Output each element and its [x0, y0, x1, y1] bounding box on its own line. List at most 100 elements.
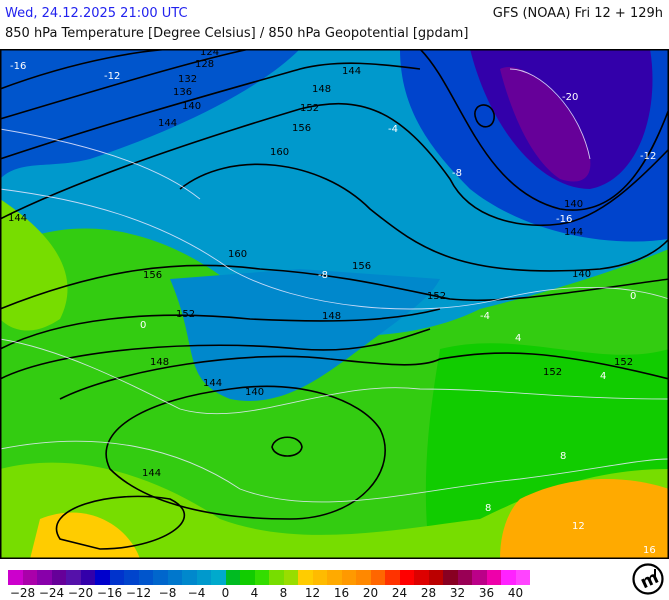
contour-label: 144: [8, 213, 27, 224]
isotherm-label: 0: [630, 291, 636, 302]
contour-label: 144: [342, 66, 361, 77]
color-scale-label: −20: [67, 586, 94, 600]
color-swatch: [153, 570, 168, 585]
contour-label: 160: [270, 147, 289, 158]
color-scale-label: 40: [507, 586, 524, 600]
color-scale-label: −16: [96, 586, 123, 600]
geopotential-contours: [0, 49, 669, 550]
color-swatch: [8, 570, 23, 585]
color-swatch: [356, 570, 371, 585]
color-scale-label: −28: [9, 586, 36, 600]
contour-label: 124: [200, 49, 219, 58]
color-scale-labels: −28 −24 −20 −16 −12 −8 −4 0 4 8 12 16 20 24 28 32 36 40: [0, 586, 669, 600]
color-swatch: [385, 570, 400, 585]
color-scale-label: 32: [449, 586, 466, 600]
color-swatch: [138, 570, 153, 585]
contour-label: 152: [176, 309, 195, 320]
color-swatch: [341, 570, 356, 585]
color-scale-label: 12: [304, 586, 321, 600]
isotherm-label: -12: [640, 151, 656, 162]
color-scale-label: 20: [362, 586, 379, 600]
color-swatch: [254, 570, 269, 585]
color-swatch: [182, 570, 197, 585]
color-scale-label: 36: [478, 586, 495, 600]
isotherm-label: -12: [104, 71, 120, 82]
temperature-isolines: [0, 68, 669, 503]
color-swatch: [167, 570, 182, 585]
isotherm-label: 8: [560, 451, 566, 462]
contour-label: 144: [564, 227, 583, 238]
contour-label: 152: [614, 357, 633, 368]
color-swatch: [196, 570, 211, 585]
color-swatch: [37, 570, 52, 585]
color-scale: [8, 570, 530, 585]
color-swatch: [298, 570, 313, 585]
contour-label: 144: [142, 468, 161, 479]
isotherm-label: 12: [572, 521, 585, 532]
isotherm-label: -4: [480, 311, 490, 322]
contour-label: 148: [150, 357, 169, 368]
color-swatch: [327, 570, 342, 585]
color-swatch: [124, 570, 139, 585]
weather-map[interactable]: 124 128 132 136 140 144 148 152 156 160 …: [0, 49, 669, 559]
contour-label: 156: [143, 270, 162, 281]
color-swatch: [515, 570, 530, 585]
contour-label: 140: [572, 269, 591, 280]
color-scale-label: −4: [187, 586, 206, 600]
color-swatch: [428, 570, 443, 585]
color-swatch: [109, 570, 124, 585]
isotherm-label: -16: [556, 214, 572, 225]
color-scale-label: −8: [158, 586, 177, 600]
contour-label: 140: [564, 199, 583, 210]
color-swatch: [501, 570, 516, 585]
isotherm-label: 4: [600, 371, 606, 382]
color-swatch: [472, 570, 487, 585]
isotherm-label: 0: [140, 320, 146, 331]
color-swatch: [269, 570, 284, 585]
isotherm-label: -16: [10, 61, 26, 72]
color-swatch: [66, 570, 81, 585]
color-swatch: [80, 570, 95, 585]
color-swatch: [443, 570, 458, 585]
meteociel-logo: m: [632, 563, 664, 595]
contour-label: 144: [158, 118, 177, 129]
color-swatch: [22, 570, 37, 585]
isotherm-label: -20: [562, 92, 578, 103]
color-scale-label: 24: [391, 586, 408, 600]
color-swatch: [457, 570, 472, 585]
parameter-title: 850 hPa Temperature [Degree Celsius] / 8…: [5, 26, 469, 41]
color-scale-label: 4: [250, 586, 259, 600]
color-swatch: [51, 570, 66, 585]
contour-label: 128: [195, 59, 214, 70]
model-run: GFS (NOAA) Fri 12 + 129h: [492, 6, 663, 21]
color-scale-label: −12: [125, 586, 152, 600]
isotherm-label: 16: [643, 545, 656, 556]
map-frame: [0, 49, 669, 559]
color-scale-label: 8: [279, 586, 288, 600]
color-swatch: [240, 570, 255, 585]
color-swatch: [370, 570, 385, 585]
contour-label: 132: [178, 74, 197, 85]
contour-label: 156: [352, 261, 371, 272]
color-swatch: [225, 570, 240, 585]
isotherm-label: -8: [452, 168, 462, 179]
contour-label: 152: [543, 367, 562, 378]
isotherm-label: 8: [485, 503, 491, 514]
color-swatch: [312, 570, 327, 585]
contour-label: 140: [182, 101, 201, 112]
color-scale-label: 0: [221, 586, 230, 600]
valid-time: Wed, 24.12.2025 21:00 UTC: [5, 6, 188, 21]
color-swatch: [95, 570, 110, 585]
color-scale-label: 16: [333, 586, 350, 600]
color-swatch: [399, 570, 414, 585]
color-swatch: [283, 570, 298, 585]
contour-label: 148: [322, 311, 341, 322]
color-swatch: [414, 570, 429, 585]
isotherm-label: 4: [515, 333, 521, 344]
contour-label: 136: [173, 87, 192, 98]
isotherm-label: -4: [388, 124, 398, 135]
contour-label: 156: [292, 123, 311, 134]
contour-label: 152: [427, 291, 446, 302]
contour-label: 148: [312, 84, 331, 95]
color-scale-label: 28: [420, 586, 437, 600]
